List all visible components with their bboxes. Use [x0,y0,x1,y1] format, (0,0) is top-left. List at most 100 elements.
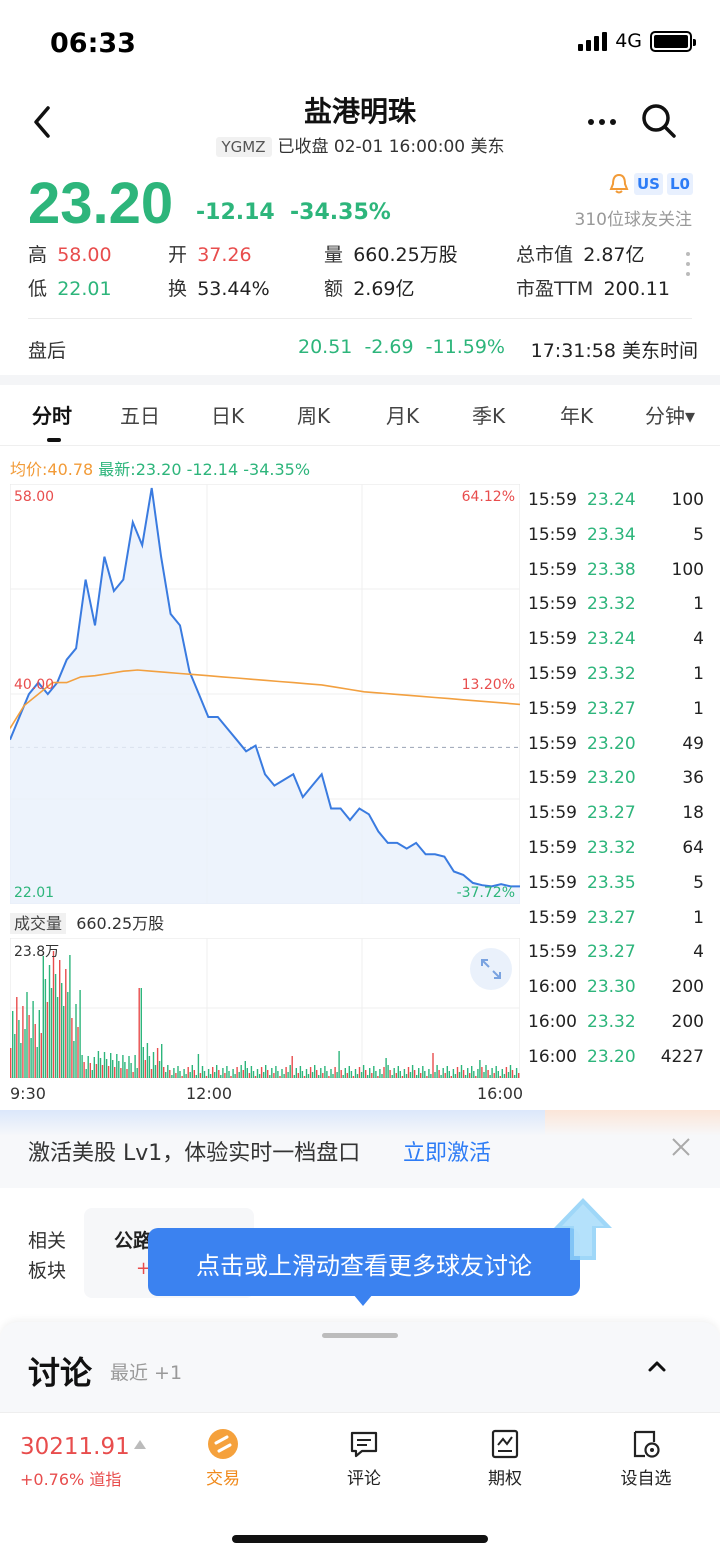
volume-header: 成交量 660.25万股 [10,910,164,934]
trade-price: 23.24 [587,490,636,510]
back-button[interactable] [28,102,58,142]
follower-count: 310位球友关注 [574,210,692,230]
volume-bar [318,1075,320,1078]
volume-bar [444,1073,446,1078]
trade-volume: 64 [682,837,704,858]
volume-bar [279,1076,281,1078]
tab-month-k[interactable]: 月K [386,404,420,428]
trade-time: 15:59 [528,768,577,789]
collapse-button[interactable] [645,1354,669,1378]
trade-price: 23.20 [587,1046,636,1067]
volume-bar [171,1075,173,1078]
volume-bar [175,1073,177,1078]
nav-trade[interactable]: 交易 [183,1428,263,1489]
volume-bar [342,1075,344,1078]
fullscreen-button[interactable] [470,948,512,990]
tab-five-day[interactable]: 五日 [120,404,160,428]
volume-bar [240,1065,242,1078]
volume-bar [446,1066,448,1078]
pct-bottom-label: -37.72% [457,885,515,901]
volume-bar [307,1074,310,1078]
volume-bar [107,1066,110,1078]
tab-week-k[interactable]: 周K [297,404,331,428]
trade-row: 16:00 23.32 200 [528,1012,708,1047]
volume-bar [269,1075,271,1078]
volume-bar [287,1072,289,1078]
volume-bar [12,1011,14,1078]
volume-bar [350,1071,353,1078]
trade-price: 23.24 [587,629,636,650]
nav-options[interactable]: 期权 [465,1428,545,1489]
volume-bar [30,1038,32,1078]
tab-intraday[interactable]: 分时 [32,404,72,428]
volume-bar [52,951,55,1078]
volume-bar [440,1075,442,1078]
volume-bar [281,1069,283,1078]
close-banner-button[interactable] [670,1135,692,1165]
discussion-tooltip[interactable] [148,1228,580,1296]
discussion-sheet[interactable] [0,1322,720,1422]
volume-bar [87,1056,89,1078]
volume-bar [271,1068,273,1078]
trade-ticker-list[interactable]: 15:59 23.24 100 15:59 23.34 5 15:59 23.38 100 15:… [528,490,708,1082]
price-chart[interactable]: 58.00 40.00 22.01 64.12% 13.20% -37.72% [10,484,520,904]
volume-bar [375,1071,377,1078]
tab-minute[interactable]: 分钟▾ [645,404,696,428]
discussion-subtitle: 最近 +1 [110,1362,183,1384]
index-value[interactable]: 30211.91 [20,1434,130,1460]
bell-icon[interactable] [608,173,630,200]
trade-price: 23.30 [587,977,636,998]
volume-chart[interactable]: 23.8万 [10,938,520,1078]
volume-bar [140,988,142,1078]
trade-time: 15:59 [528,490,577,510]
volume-bar [256,1069,259,1078]
status-indicators: 4G [578,30,696,52]
volume-bar [265,1065,267,1078]
volume-bar [475,1076,477,1078]
volume-bar [238,1072,240,1078]
volume-bar [193,1070,195,1078]
volume-bar [273,1073,275,1078]
volume-bar [34,1024,36,1078]
volume-bar [416,1075,418,1078]
volume-bar [24,1029,26,1078]
drag-handle[interactable] [322,1333,398,1338]
volume-bar [250,1066,253,1078]
trade-row: 15:59 23.20 36 [528,768,708,803]
activate-link[interactable]: 立即激活 [403,1141,492,1166]
stat-mcap: 总市值 2.87亿 [516,244,645,266]
price-change-pct: -34.35% [290,200,391,225]
nav-add-watchlist[interactable]: 设自选 [606,1428,686,1489]
volume-bar [163,1067,165,1078]
trade-price: 23.32 [587,663,636,684]
volume-bar [44,979,47,1078]
search-button[interactable] [640,102,678,140]
volume-bar [65,969,67,1078]
volume-label: 成交量 [10,913,67,934]
volume-bar [473,1071,475,1078]
more-button[interactable] [584,104,620,140]
tab-day-k[interactable]: 日K [211,404,245,428]
volume-bar [181,1076,183,1078]
volume-bar [50,988,53,1078]
volume-bar [79,990,81,1078]
volume-bar [267,1070,269,1078]
volume-bar [418,1068,420,1078]
current-price: 23.20 [28,171,174,236]
expand-stats-icon[interactable] [686,252,692,282]
volume-bar [403,1069,406,1078]
home-indicator [232,1535,488,1543]
volume-bar [442,1068,444,1078]
tab-quarter-k[interactable]: 季K [472,404,506,428]
volume-total: 660.25万股 [76,914,165,933]
trade-row: 15:59 23.34 5 [528,525,708,560]
volume-bar [352,1076,355,1078]
volume-bar [144,1060,146,1078]
section-separator [0,375,720,385]
volume-bar [275,1066,277,1078]
volume-bar [252,1071,255,1078]
caret-up-icon [134,1440,146,1449]
nav-comment[interactable]: 评论 [324,1428,404,1489]
stat-high-value: 58.00 [57,244,112,266]
tab-year-k[interactable]: 年K [560,404,594,428]
